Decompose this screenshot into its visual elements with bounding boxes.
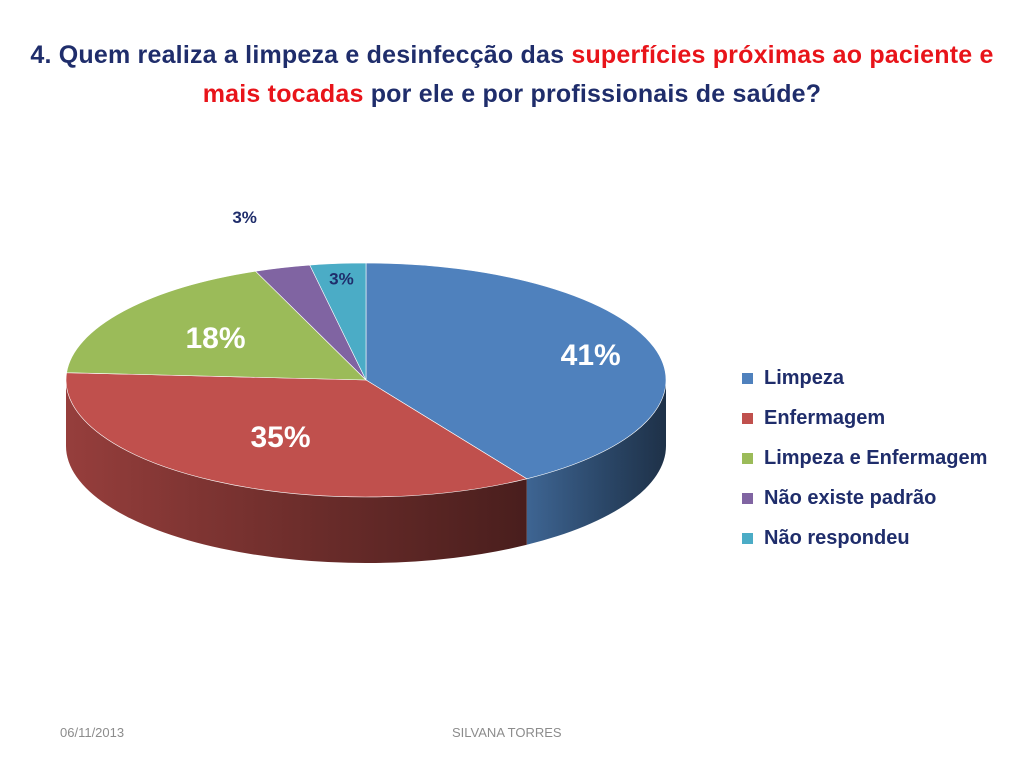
legend-item-limpeza: Limpeza xyxy=(742,358,987,398)
data-label-4: 3% xyxy=(329,270,354,289)
slide-title: 4. Quem realiza a limpeza e desinfecção … xyxy=(20,36,1004,114)
pie-slice-2 xyxy=(66,270,367,381)
chart-legend: Limpeza Enfermagem Limpeza e Enfermagem … xyxy=(742,358,987,558)
data-label-3: 3% xyxy=(232,208,257,227)
legend-swatch xyxy=(742,492,753,504)
title-part-1: 4. Quem realiza a limpeza e desinfecção … xyxy=(30,41,572,69)
legend-swatch xyxy=(742,452,753,464)
pie-slice-4 xyxy=(309,262,367,381)
pie-top-faces xyxy=(65,262,667,498)
pie-slice-side-1 xyxy=(66,380,527,563)
footer-author: SILVANA TORRES xyxy=(452,725,562,740)
legend-swatch xyxy=(742,532,753,544)
legend-label: Limpeza xyxy=(764,366,845,389)
title-highlight: superfícies próximas ao paciente e mais … xyxy=(202,41,994,108)
data-label-0: 41% xyxy=(561,339,621,372)
data-label-1: 35% xyxy=(250,421,310,454)
legend-swatch xyxy=(742,372,753,384)
pie-side-walls xyxy=(66,380,666,563)
data-label-2: 18% xyxy=(185,322,245,355)
legend-label: Não existe padrão xyxy=(764,486,937,509)
legend-label: Enfermagem xyxy=(764,406,886,429)
title-part-3: por ele e por profissionais de saúde? xyxy=(363,80,822,108)
legend-item-nao-existe-padrao: Não existe padrão xyxy=(742,478,987,518)
pie-data-labels: 41% 35% 18% 3% 3% xyxy=(185,208,620,454)
footer-date: 06/11/2013 xyxy=(60,725,125,740)
pie-slice-1 xyxy=(65,372,528,498)
legend-label: Não respondeu xyxy=(764,526,910,549)
pie-slice-side-0 xyxy=(526,380,666,545)
legend-label: Limpeza e Enfermagem xyxy=(764,446,988,469)
legend-item-enfermagem: Enfermagem xyxy=(742,398,987,438)
legend-item-nao-respondeu: Não respondeu xyxy=(742,518,987,558)
legend-swatch xyxy=(742,412,753,424)
pie-slice-0 xyxy=(365,262,667,480)
legend-item-limpeza-e-enfermagem: Limpeza e Enfermagem xyxy=(742,438,987,478)
